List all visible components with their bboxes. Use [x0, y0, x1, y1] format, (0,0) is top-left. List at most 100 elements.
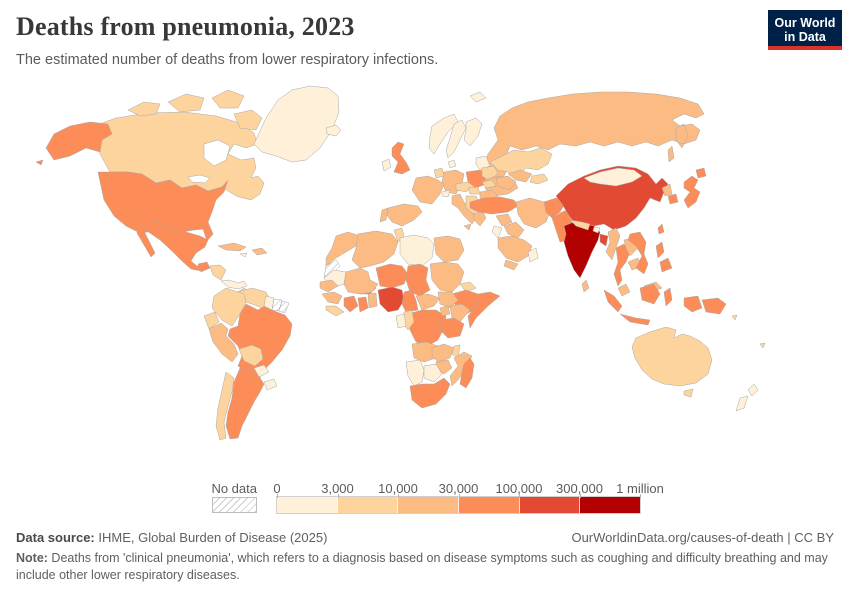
country-mongolia[interactable] [583, 167, 643, 187]
country-solomon-islands[interactable] [731, 314, 738, 321]
country-vietnam[interactable] [627, 231, 649, 275]
country-guatemala[interactable] [197, 261, 211, 273]
country-uruguay[interactable] [263, 378, 278, 391]
country-switzerland[interactable] [441, 189, 451, 198]
country-paraguay[interactable] [253, 364, 270, 378]
country-honduras[interactable] [209, 264, 227, 281]
country-japan[interactable] [683, 167, 707, 209]
country-botswana[interactable] [423, 363, 443, 383]
country-sri-lanka[interactable] [581, 279, 590, 293]
legend-color-bar[interactable] [276, 496, 641, 514]
owid-logo[interactable]: Our World in Data [768, 10, 842, 50]
country-canada-arctic-3[interactable] [211, 89, 245, 109]
country-bangladesh[interactable] [599, 233, 609, 247]
world-map-svg[interactable] [8, 84, 843, 449]
country-kyrgyzstan-tajikistan[interactable] [529, 173, 549, 185]
country-finland[interactable] [463, 117, 483, 147]
country-iran[interactable] [515, 197, 551, 229]
country-turkmenistan[interactable] [495, 175, 517, 191]
legend-bin-4[interactable] [458, 497, 519, 513]
country-syria[interactable] [495, 213, 513, 227]
country-hungary[interactable] [467, 186, 481, 195]
country-gabon[interactable] [395, 313, 407, 329]
country-norway[interactable] [428, 113, 459, 155]
country-chile[interactable] [215, 371, 235, 441]
country-mexico[interactable] [136, 220, 209, 272]
country-french-guiana[interactable] [278, 300, 290, 314]
country-tanzania[interactable] [439, 317, 465, 339]
country-russia[interactable] [485, 91, 705, 183]
country-canada-arctic-4[interactable] [233, 109, 263, 131]
country-indonesia[interactable] [603, 283, 703, 326]
country-ghana[interactable] [357, 296, 369, 313]
country-guinea[interactable] [321, 291, 343, 305]
country-taiwan[interactable] [657, 223, 665, 235]
country-uk[interactable] [391, 141, 411, 175]
country-saudi-arabia[interactable] [497, 235, 533, 263]
country-south-africa[interactable] [409, 377, 451, 409]
country-morocco[interactable] [325, 231, 361, 267]
country-algeria[interactable] [351, 230, 399, 269]
country-sudan[interactable] [429, 261, 465, 293]
country-fiji[interactable] [759, 342, 766, 349]
country-iceland[interactable] [325, 124, 342, 137]
country-eritrea[interactable] [459, 281, 477, 293]
country-hispaniola[interactable] [251, 247, 268, 256]
legend-no-data-swatch[interactable] [212, 497, 257, 513]
country-canada-arctic-2[interactable] [167, 93, 205, 113]
country-sierra-leone-liberia[interactable] [325, 305, 345, 317]
country-namibia[interactable] [405, 359, 425, 387]
legend-bin-3[interactable] [397, 497, 459, 513]
country-france[interactable] [411, 175, 445, 205]
country-oman[interactable] [527, 247, 539, 263]
country-cuba[interactable] [217, 242, 247, 252]
country-cameroon[interactable] [401, 289, 419, 313]
country-south-sudan[interactable] [437, 291, 459, 309]
legend-bin-6[interactable] [579, 497, 641, 513]
country-costa-rica-panama[interactable] [220, 279, 248, 290]
country-libya[interactable] [399, 234, 435, 267]
country-philippines[interactable] [655, 241, 673, 273]
country-kenya[interactable] [449, 303, 471, 323]
country-canada-arctic-1[interactable] [127, 101, 161, 117]
country-nepal[interactable] [569, 219, 591, 231]
country-ecuador[interactable] [203, 311, 220, 330]
country-svalbard[interactable] [469, 91, 487, 103]
country-bolivia[interactable] [238, 344, 264, 367]
country-south-korea[interactable] [667, 193, 679, 205]
country-jordan-israel[interactable] [491, 225, 503, 239]
country-denmark[interactable] [447, 159, 457, 169]
legend-bin-2[interactable] [336, 497, 398, 513]
country-portugal[interactable] [379, 207, 389, 223]
country-afghanistan[interactable] [543, 197, 567, 219]
world-choropleth-map[interactable] [8, 84, 843, 449]
country-myanmar[interactable] [605, 227, 621, 261]
country-alaska[interactable] [35, 121, 113, 166]
country-greenland[interactable] [253, 85, 340, 163]
country-togo-benin[interactable] [367, 292, 378, 309]
country-drc[interactable] [407, 309, 447, 347]
country-italy[interactable] [451, 193, 477, 231]
country-new-zealand[interactable] [735, 383, 759, 412]
country-somalia[interactable] [467, 291, 501, 329]
country-madagascar[interactable] [459, 357, 475, 389]
country-western-sahara[interactable] [323, 259, 341, 279]
country-papua-new-guinea[interactable] [701, 297, 727, 315]
country-niger[interactable] [375, 263, 409, 289]
country-north-korea[interactable] [661, 183, 673, 197]
country-mali[interactable] [343, 267, 379, 295]
country-argentina[interactable] [225, 367, 265, 440]
country-turkey[interactable] [469, 196, 519, 215]
country-kazakhstan[interactable] [489, 147, 553, 177]
country-jamaica[interactable] [239, 252, 248, 258]
legend-bin-5[interactable] [518, 497, 580, 513]
country-spain[interactable] [385, 203, 423, 227]
country-caucasus[interactable] [481, 179, 497, 189]
country-australia[interactable] [631, 326, 713, 398]
country-yemen[interactable] [503, 259, 519, 271]
country-ireland[interactable] [381, 158, 392, 172]
country-cote-divoire[interactable] [343, 295, 359, 313]
country-bhutan[interactable] [592, 226, 601, 234]
country-venezuela[interactable] [237, 287, 271, 309]
country-egypt[interactable] [433, 235, 465, 263]
